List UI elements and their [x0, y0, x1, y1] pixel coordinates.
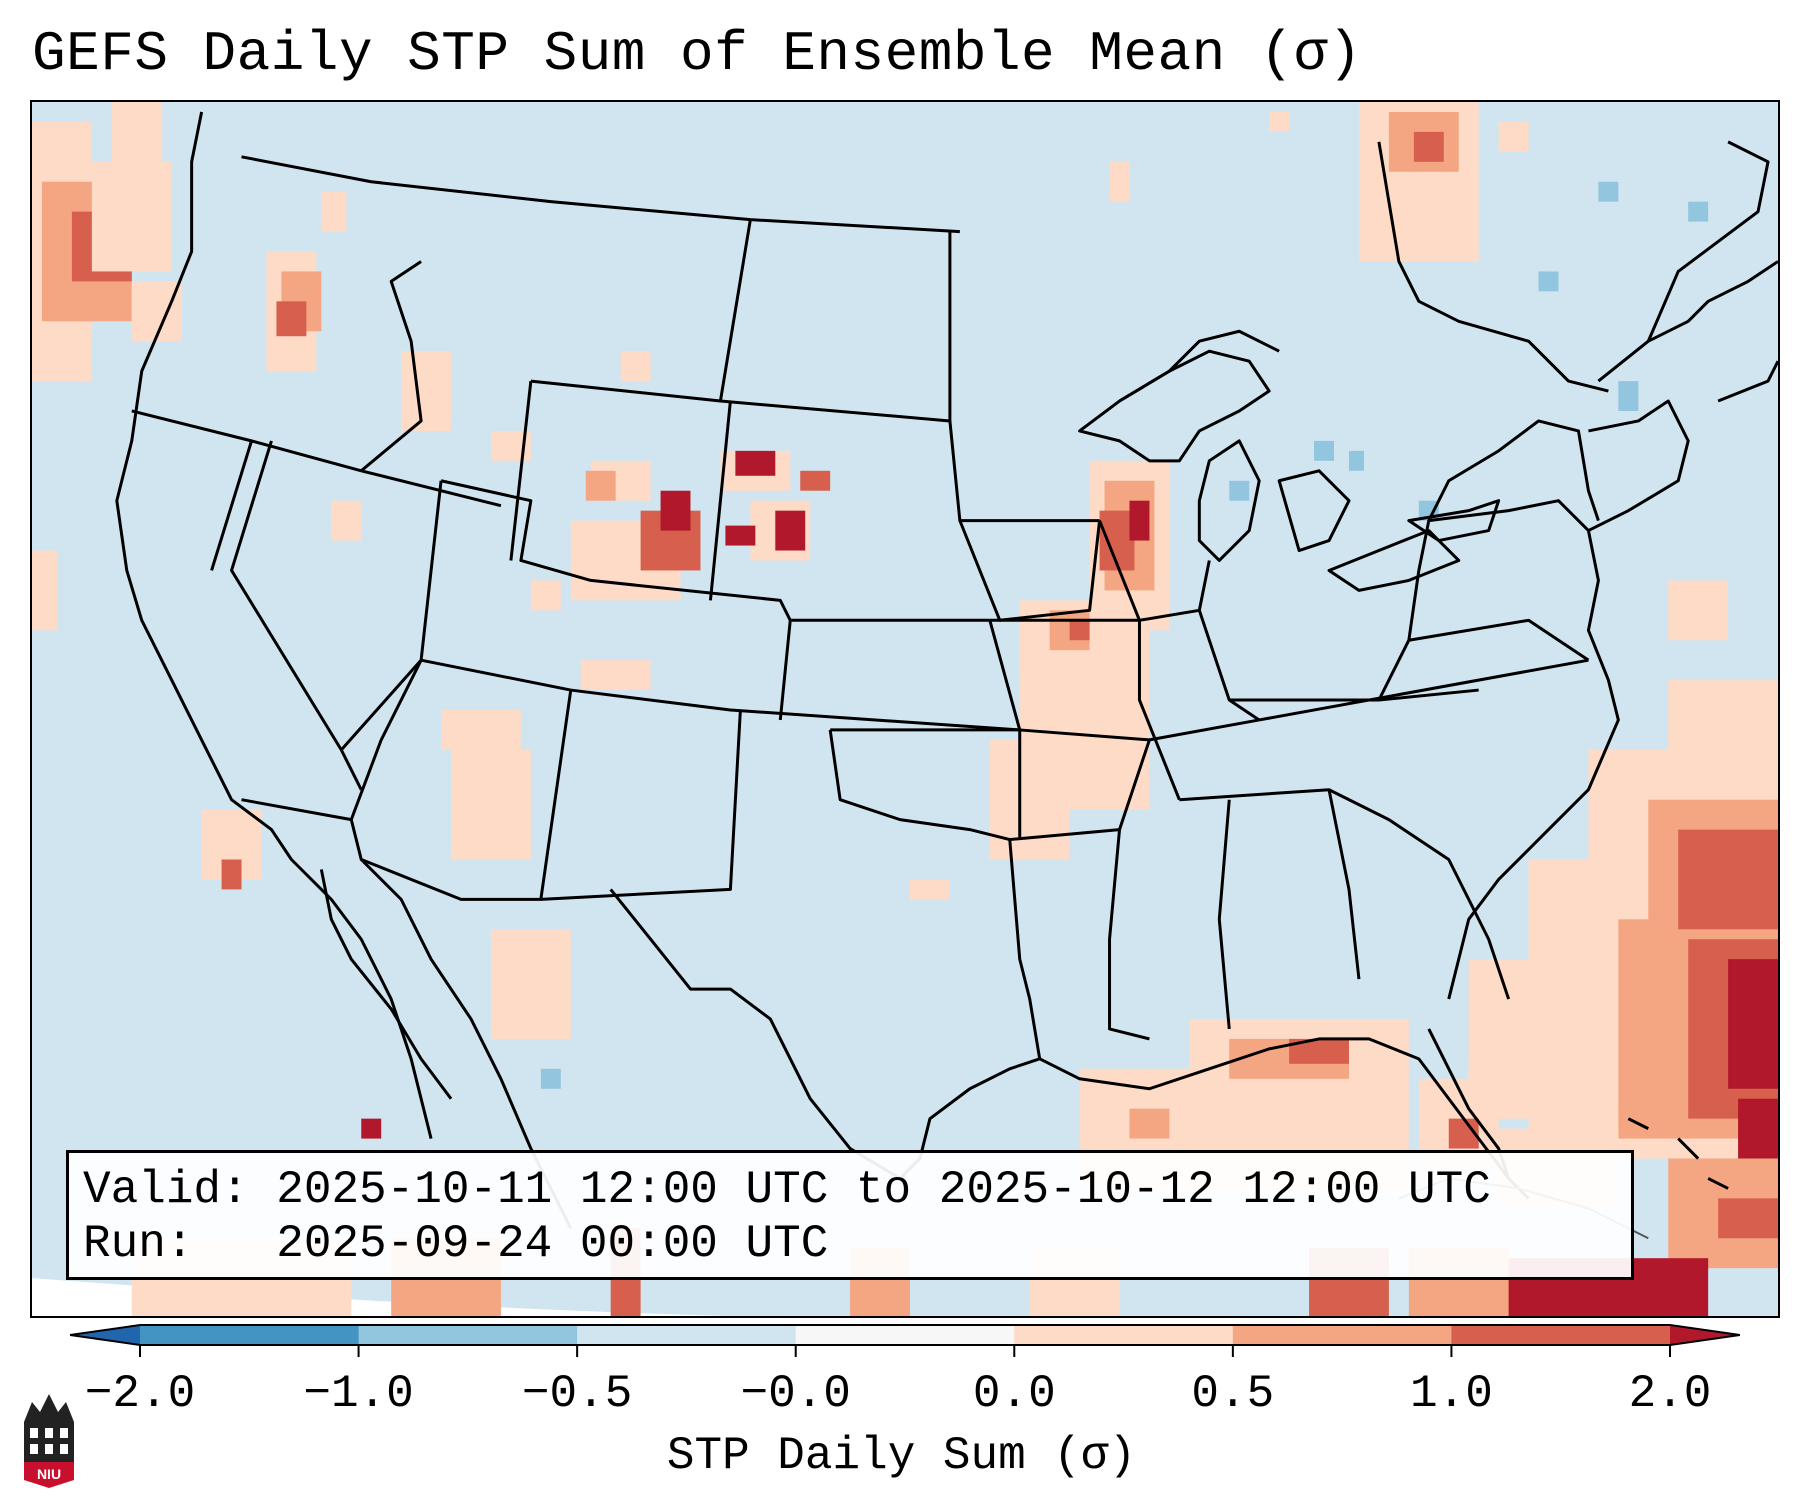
colorbar-segment [1451, 1325, 1671, 1345]
colorbar-segment [140, 1325, 360, 1345]
run-time-line: Run: 2025-09-24 00:00 UTC [83, 1218, 829, 1270]
colorbar-label: STP Daily Sum (σ) [666, 1430, 1137, 1482]
colorbar-segment [577, 1325, 797, 1345]
map-title: GEFS Daily STP Sum of Ensemble Mean (σ) [32, 22, 1363, 86]
colorbar-segment [1232, 1325, 1452, 1345]
colorbar-over-extension [1670, 1325, 1740, 1345]
colorbar-tick-label: −0.5 [521, 1368, 633, 1420]
map-canvas [32, 102, 1778, 1316]
state-boundaries [115, 111, 1778, 1240]
colorbar-under-extension [70, 1325, 140, 1345]
colorbar-tick-label: −2.0 [84, 1368, 196, 1420]
colorbar [70, 1324, 1740, 1357]
colorbar-tick-label: 0.5 [1191, 1368, 1275, 1420]
colorbar-segment [358, 1325, 578, 1345]
niu-logo-text: NIU [37, 1466, 61, 1482]
colorbar-ticks [139, 1345, 1671, 1357]
colorbar-segment [795, 1325, 1015, 1345]
colorbar-tick-label: 1.0 [1410, 1368, 1493, 1420]
niu-logo-icon: NIU [24, 1394, 74, 1488]
colorbar-tick-label: 0.0 [972, 1368, 1056, 1420]
valid-run-info-box: Valid: 2025-10-11 12:00 UTC to 2025-10-1… [66, 1150, 1634, 1280]
map-panel [30, 100, 1780, 1318]
colorbar-segments [70, 1324, 1740, 1346]
valid-time-line: Valid: 2025-10-11 12:00 UTC to 2025-10-1… [83, 1164, 1491, 1216]
colorbar-segment [1014, 1325, 1234, 1345]
colorbar-tick-label: 2.0 [1628, 1368, 1712, 1420]
colorbar-tick-label: −1.0 [303, 1368, 414, 1420]
colorbar-tick-label: −0.0 [740, 1368, 851, 1420]
